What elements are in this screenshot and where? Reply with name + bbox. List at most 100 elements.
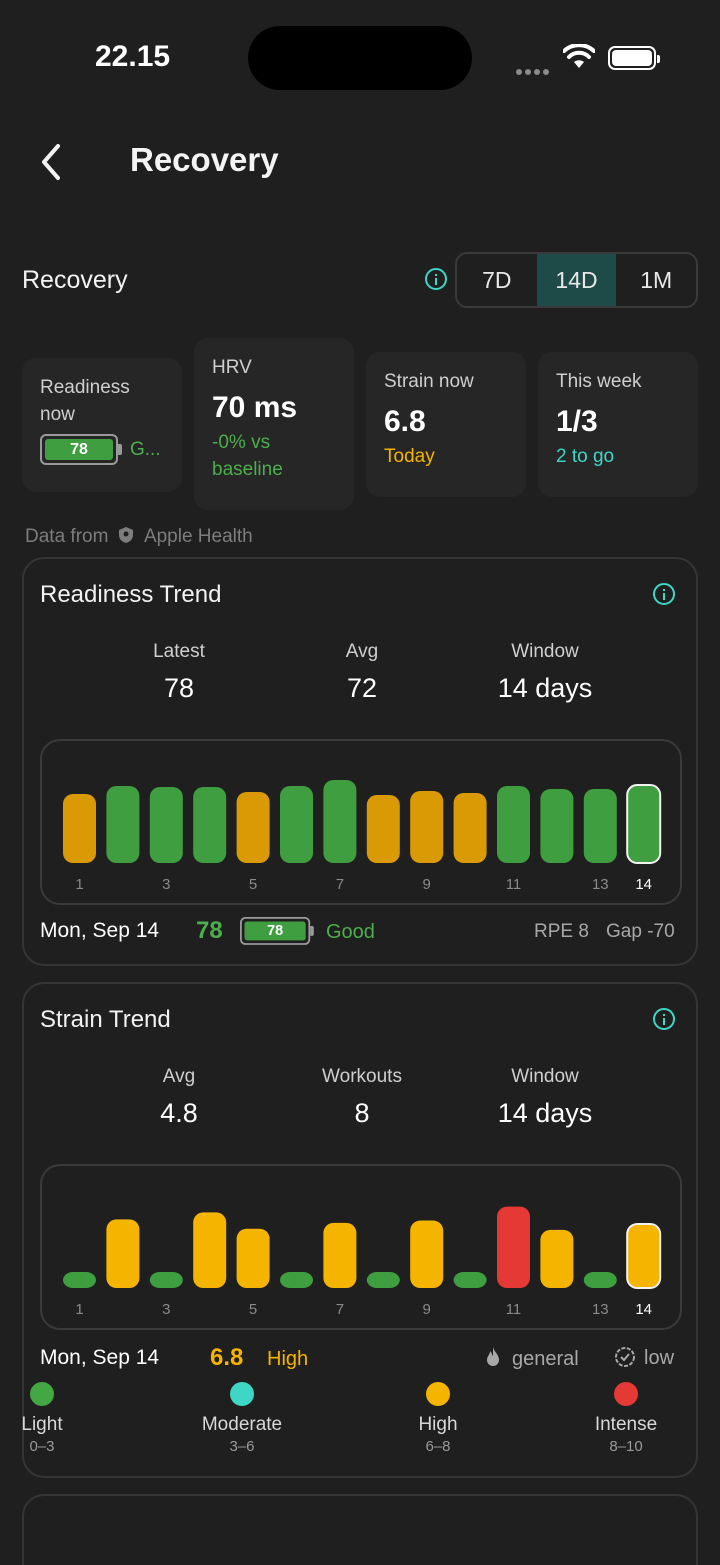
chart-bar-8[interactable] — [366, 795, 400, 863]
x-tick-label: 7 — [336, 876, 344, 893]
legend-label: Moderate — [201, 1414, 283, 1435]
x-tick-label: 3 — [162, 876, 170, 893]
chart-bar-3[interactable] — [149, 787, 183, 863]
strain-stat-card[interactable]: Strain now 6.8 Today — [366, 352, 526, 497]
chart-bar-9[interactable] — [410, 791, 444, 863]
strain-label: Strain now — [384, 371, 474, 392]
chart-bar-2[interactable] — [106, 786, 140, 863]
legend-dot — [30, 1382, 54, 1406]
tab-1m[interactable]: 1M — [640, 266, 673, 293]
week-sub: 2 to go — [556, 446, 615, 467]
legend-moderate: Moderate 3–6 — [192, 1382, 292, 1455]
strain-footer-date: Mon, Sep 14 — [40, 1346, 160, 1369]
kpi-avg: Avg 4.8 — [160, 1066, 198, 1128]
legend-range: 3–6 — [229, 1438, 255, 1455]
strain-trend-title: Strain Trend — [40, 1006, 171, 1033]
readiness-footer-battery: 78 — [240, 917, 314, 945]
x-tick-label: 9 — [423, 876, 431, 893]
chart-bar-13[interactable] — [583, 1272, 617, 1288]
chart-bar-4[interactable] — [193, 787, 227, 863]
chart-bar-5[interactable] — [236, 792, 270, 863]
readiness-trend-card: Readiness Trend Latest 78 Avg 72 Window 14 … — [22, 557, 698, 966]
info-icon[interactable] — [653, 1008, 675, 1030]
readiness-footer-rpe: RPE 8 — [534, 921, 589, 942]
hrv-label: HRV — [212, 357, 252, 378]
x-tick-label: 7 — [336, 1301, 344, 1318]
readiness-label: Readiness now — [40, 377, 130, 425]
shield-icon — [118, 527, 133, 543]
battery-icon — [608, 46, 660, 70]
chart-bar-9[interactable] — [410, 1220, 444, 1288]
data-source: Data from Apple Health — [25, 526, 253, 547]
chart-bar-1[interactable] — [63, 1272, 96, 1288]
readiness-footer-status: Good — [326, 921, 375, 943]
range-selector: 7D 14D 1M — [455, 252, 698, 308]
readiness-trend-title: Readiness Trend — [40, 581, 222, 608]
chart-bar-7[interactable] — [323, 1222, 357, 1288]
chart-bar-6[interactable] — [280, 786, 313, 863]
section-title: Recovery — [22, 266, 128, 294]
kpi-window: Window 14 days — [497, 641, 593, 703]
chart-bar-8[interactable] — [366, 1272, 400, 1288]
x-tick-label: 1 — [75, 1301, 83, 1318]
info-icon[interactable] — [425, 268, 447, 290]
strain-footer-level: High — [267, 1348, 309, 1370]
chart-bar-5[interactable] — [236, 1228, 270, 1288]
hrv-stat-card[interactable]: HRV 70 ms -0% vs baseline — [194, 338, 354, 510]
legend-range: 0–3 — [29, 1438, 55, 1455]
chart-bar-4[interactable] — [193, 1212, 227, 1288]
chart-bar-7[interactable] — [323, 780, 357, 863]
strain-chart[interactable]: 1 3 5 7 9 11 13 14 — [40, 1164, 682, 1330]
info-icon[interactable] — [653, 583, 675, 605]
readiness-footer-score: 78 — [196, 917, 223, 944]
readiness-footer-gap: Gap -70 — [606, 921, 675, 942]
strain-footer-score: 6.8 — [210, 1344, 244, 1371]
chart-bar-12[interactable] — [540, 1229, 574, 1288]
chart-bar-3[interactable] — [149, 1272, 183, 1288]
chart-bar-6[interactable] — [280, 1272, 313, 1288]
legend-range: 6–8 — [425, 1438, 451, 1455]
chart-bar-10[interactable] — [453, 793, 487, 863]
strain-trend-card: Strain Trend Avg 4.8 Workouts 8 Window 14 d… — [21, 982, 698, 1478]
x-tick-label: 13 — [592, 1301, 609, 1318]
back-button[interactable] — [36, 142, 66, 187]
strain-sub: Today — [384, 446, 435, 467]
readiness-stat-card[interactable]: Readiness now 78 G... — [22, 358, 182, 492]
legend-light: Light 0–3 — [0, 1382, 92, 1455]
legend-dot — [426, 1382, 450, 1406]
next-card — [22, 1494, 698, 1565]
tab-14d[interactable]: 14D — [536, 254, 617, 306]
chart-bar-11[interactable] — [497, 1206, 530, 1288]
legend-label: Intense — [594, 1414, 658, 1435]
chart-bar-12[interactable] — [540, 789, 574, 863]
legend-label: Light — [21, 1414, 63, 1435]
dynamic-island — [248, 26, 472, 90]
strain-value: 6.8 — [384, 405, 426, 438]
hrv-value: 70 ms — [212, 391, 298, 424]
chart-bar-10[interactable] — [453, 1272, 487, 1288]
readiness-battery: 78 — [40, 434, 122, 465]
chart-bar-14[interactable] — [626, 1223, 662, 1289]
readiness-chart[interactable]: 1 3 5 7 9 11 13 14 — [40, 739, 682, 905]
legend-range: 8–10 — [609, 1438, 643, 1455]
chart-bar-11[interactable] — [497, 786, 530, 863]
x-tick-label: 13 — [592, 876, 609, 893]
verified-badge-icon — [615, 1347, 635, 1367]
kpi-latest: Latest 78 — [153, 641, 205, 703]
week-stat-card[interactable]: This week 1/3 2 to go — [538, 352, 698, 497]
legend-high: High 6–8 — [388, 1382, 488, 1455]
x-tick-label: 9 — [423, 1301, 431, 1318]
strain-footer-tag-low: low — [614, 1346, 674, 1370]
x-tick-label: 11 — [506, 1301, 522, 1318]
chart-bar-2[interactable] — [106, 1219, 140, 1288]
x-tick-label: 1 — [75, 876, 83, 893]
x-tick-label: 11 — [506, 876, 522, 893]
chart-bar-14[interactable] — [626, 784, 662, 864]
chart-bar-13[interactable] — [583, 789, 617, 863]
tab-7d[interactable]: 7D — [482, 266, 512, 293]
hrv-sub: -0% vs baseline — [212, 432, 283, 480]
chart-bar-1[interactable] — [63, 794, 96, 863]
cellular-signal-icon — [516, 62, 552, 80]
kpi-window: Window 14 days — [497, 1066, 593, 1128]
page-title: Recovery — [130, 141, 279, 178]
